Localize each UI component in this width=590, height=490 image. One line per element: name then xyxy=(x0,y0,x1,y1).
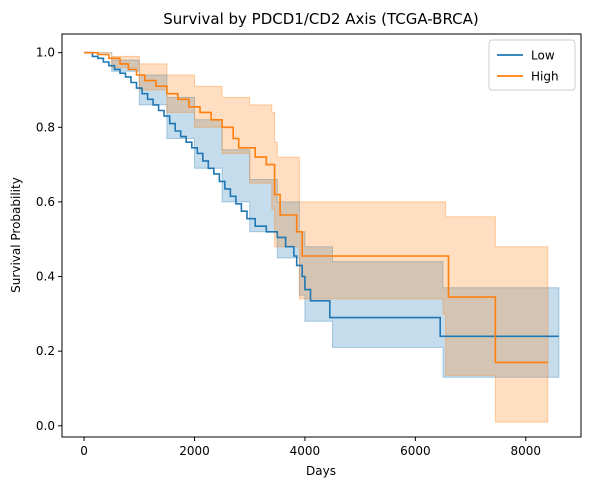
y-tick-label: 0.8 xyxy=(36,120,55,134)
x-axis-label: Days xyxy=(306,464,336,478)
series-line-high xyxy=(84,51,548,364)
y-tick-label: 1.0 xyxy=(36,46,55,60)
x-tick-label: 8000 xyxy=(511,444,542,458)
x-tick-label: 6000 xyxy=(400,444,431,458)
plot-area xyxy=(61,33,582,438)
legend-box xyxy=(488,39,576,91)
legend-label-low: Low xyxy=(531,49,555,63)
legend: Low High xyxy=(488,39,576,91)
x-tick-label: 2000 xyxy=(179,444,210,458)
x-axis: 0 2000 4000 6000 8000 xyxy=(80,437,541,458)
y-tick-label: 0.0 xyxy=(36,419,55,433)
y-tick-label: 0.6 xyxy=(36,195,55,209)
y-tick-label: 0.2 xyxy=(36,344,55,358)
y-tick-label: 0.4 xyxy=(36,270,55,284)
series-lines xyxy=(84,51,559,364)
legend-label-high: High xyxy=(531,70,559,84)
plot-frame xyxy=(61,33,582,438)
chart-title: Survival by PDCD1/CD2 Axis (TCGA-BRCA) xyxy=(163,10,478,28)
y-axis: 0.0 0.2 0.4 0.6 0.8 1.0 xyxy=(36,46,62,433)
x-tick-label: 0 xyxy=(80,444,88,458)
x-tick-label: 4000 xyxy=(290,444,321,458)
ci-band-low xyxy=(84,52,560,378)
series-line-low xyxy=(84,51,559,338)
y-axis-label: Survival Probability xyxy=(9,177,23,293)
